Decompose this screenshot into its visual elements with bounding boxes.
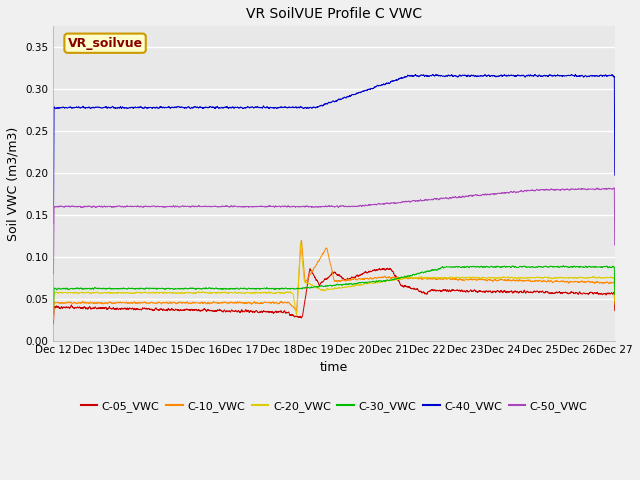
Y-axis label: Soil VWC (m3/m3): Soil VWC (m3/m3) xyxy=(7,126,20,240)
Title: VR SoilVUE Profile C VWC: VR SoilVUE Profile C VWC xyxy=(246,7,422,21)
X-axis label: time: time xyxy=(320,361,348,374)
Text: VR_soilvue: VR_soilvue xyxy=(67,36,143,50)
Legend: C-05_VWC, C-10_VWC, C-20_VWC, C-30_VWC, C-40_VWC, C-50_VWC: C-05_VWC, C-10_VWC, C-20_VWC, C-30_VWC, … xyxy=(76,396,592,416)
